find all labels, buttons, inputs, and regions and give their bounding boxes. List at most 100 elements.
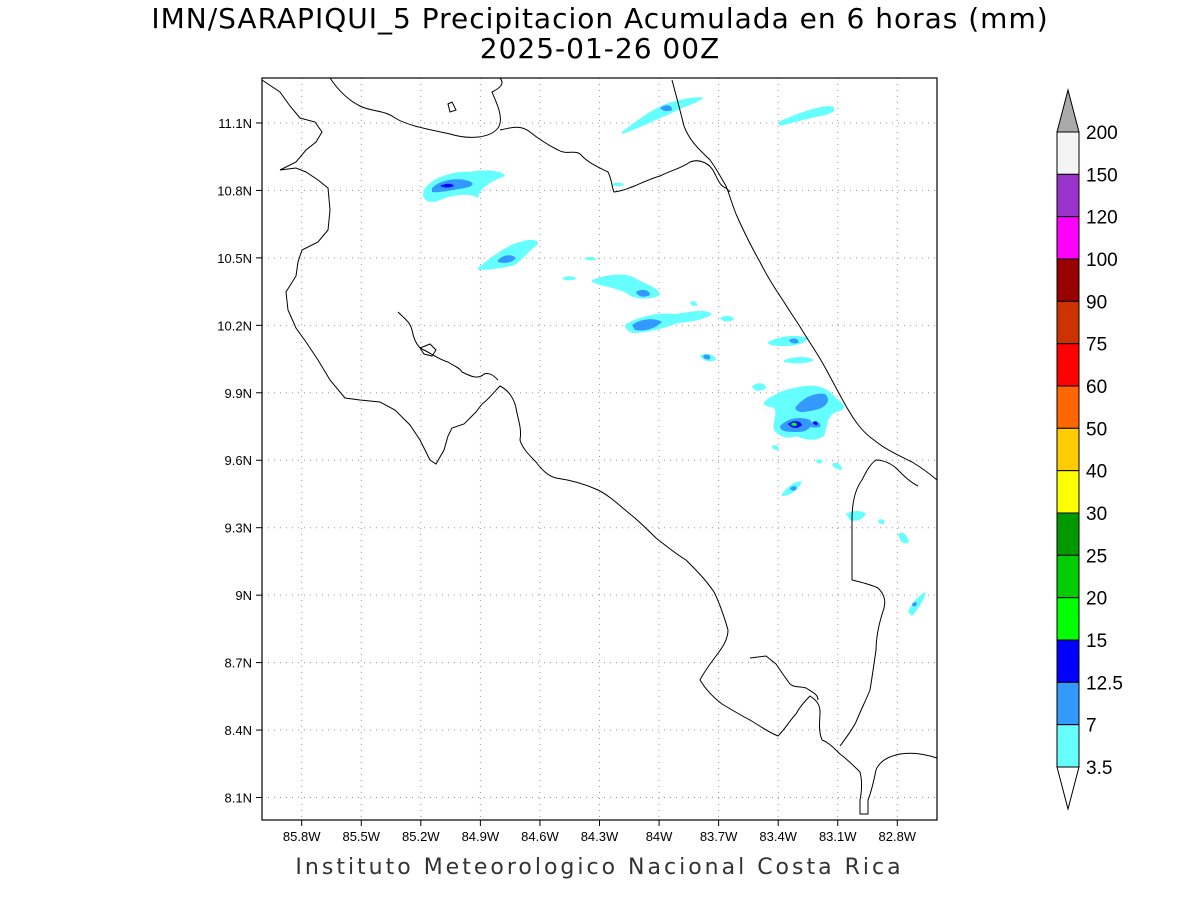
precip-cell bbox=[784, 357, 814, 364]
legend-swatch bbox=[1056, 512, 1080, 556]
precip-cell bbox=[612, 182, 624, 187]
nicaragua-border-north bbox=[499, 126, 731, 193]
legend-swatch bbox=[1056, 343, 1080, 387]
precip-cell bbox=[622, 97, 704, 134]
legend-swatch bbox=[1056, 681, 1080, 726]
legend-level-label: 50 bbox=[1086, 419, 1107, 440]
y-tick-label: 10.8N bbox=[217, 183, 252, 198]
legend-level-label: 120 bbox=[1086, 208, 1118, 229]
y-tick-label: 8.7N bbox=[225, 656, 252, 671]
legend-swatch bbox=[1056, 216, 1080, 260]
precip-cell bbox=[816, 459, 823, 464]
y-tick-label: 11.1N bbox=[218, 116, 252, 131]
legend-swatch bbox=[1056, 639, 1080, 683]
y-tick-label: 8.1N bbox=[225, 791, 252, 806]
precip-core bbox=[795, 393, 829, 412]
legend-level-label: 200 bbox=[1086, 123, 1118, 144]
precip-core bbox=[789, 338, 799, 344]
legend-swatch bbox=[1056, 427, 1080, 472]
legend-level-label: 25 bbox=[1086, 546, 1107, 567]
x-tick-label: 85.8W bbox=[283, 829, 321, 844]
golfo-dulce-coast bbox=[821, 739, 938, 815]
san-juan-border bbox=[261, 79, 483, 465]
x-tick-label: 84.3W bbox=[581, 829, 619, 844]
x-tick-label: 84W bbox=[646, 829, 673, 844]
color-legend: 200 150 120 100 90 75 60 50 40 30 25 20 15 12.5 7 3.5 bbox=[1056, 88, 1123, 811]
precip-cell bbox=[772, 445, 779, 450]
legend-swatch bbox=[1056, 554, 1080, 599]
legend-level-label: 100 bbox=[1086, 250, 1118, 271]
x-tick-label: 82.8W bbox=[879, 829, 917, 844]
bocas-lake bbox=[447, 101, 457, 113]
legend-level-label: 90 bbox=[1086, 292, 1107, 313]
precip-cell bbox=[778, 106, 835, 126]
precip-peak-high bbox=[791, 422, 797, 427]
precip-cell bbox=[908, 592, 926, 616]
y-tick-label: 10.2N bbox=[217, 318, 252, 333]
legend-level-label: 3.5 bbox=[1086, 758, 1112, 779]
x-tick-label: 84.9W bbox=[462, 829, 500, 844]
precip-cell bbox=[898, 532, 909, 544]
precipitation-fields bbox=[423, 97, 926, 616]
nicoya-gulf-island bbox=[419, 343, 437, 357]
legend-level-label: 30 bbox=[1086, 504, 1107, 525]
legend-over-arrow bbox=[1056, 88, 1080, 133]
y-tick-label: 9.6N bbox=[225, 453, 252, 468]
legend-level-label: 15 bbox=[1086, 631, 1107, 652]
burica-border bbox=[839, 579, 886, 747]
legend-swatch bbox=[1056, 724, 1080, 768]
precip-peak bbox=[440, 183, 454, 188]
precip-core bbox=[636, 289, 650, 297]
map-datetime: 2025-01-26 00Z bbox=[479, 32, 721, 65]
precip-core bbox=[660, 105, 672, 112]
precip-cell bbox=[690, 301, 698, 306]
precip-core bbox=[498, 255, 516, 263]
credit-text: Instituto Meteorologico Nacional Costa R… bbox=[295, 855, 904, 880]
osa-peninsula bbox=[749, 655, 819, 701]
legend-level-label: 40 bbox=[1086, 462, 1107, 483]
legend-swatch bbox=[1056, 131, 1080, 175]
precip-core bbox=[703, 354, 711, 360]
precip-peak bbox=[813, 421, 818, 425]
x-tick-label: 83.1W bbox=[819, 829, 857, 844]
legend-level-label: 150 bbox=[1086, 165, 1118, 186]
pacific-coast-nicoya bbox=[397, 311, 499, 381]
precip-cell bbox=[832, 462, 842, 470]
x-tick-label: 83.7W bbox=[700, 829, 738, 844]
y-tick-label: 10.5N bbox=[217, 251, 252, 266]
precip-cell bbox=[846, 511, 866, 521]
coastlines-borders bbox=[261, 77, 938, 815]
legend-swatch bbox=[1056, 258, 1080, 302]
precip-cell bbox=[768, 335, 808, 346]
precip-cell bbox=[752, 383, 766, 391]
legend-level-label: 20 bbox=[1086, 589, 1107, 610]
legend-swatch bbox=[1056, 385, 1080, 429]
x-tick-label: 85.5W bbox=[342, 829, 380, 844]
axes: 85.8W 85.5W 85.2W 84.9W 84.6W 84.3W 84W 83.7W 83… bbox=[217, 116, 917, 844]
gridlines bbox=[262, 78, 937, 820]
legend-level-label: 75 bbox=[1086, 335, 1107, 356]
x-tick-label: 83.4W bbox=[759, 829, 797, 844]
legend-level-label: 12.5 bbox=[1086, 673, 1123, 694]
precip-cell bbox=[478, 239, 539, 270]
y-tick-label: 9.9N bbox=[225, 386, 252, 401]
precip-core bbox=[912, 602, 917, 607]
legend-swatch bbox=[1056, 300, 1080, 345]
y-tick-label: 9.3N bbox=[225, 521, 252, 536]
precip-cell bbox=[763, 385, 844, 440]
x-tick-label: 84.6W bbox=[521, 829, 559, 844]
legend-level-label: 7 bbox=[1086, 716, 1097, 737]
caribbean-coast-cr bbox=[671, 79, 938, 481]
pacific-coast-central bbox=[481, 385, 823, 741]
precip-cell bbox=[584, 256, 596, 261]
precip-cell bbox=[720, 315, 734, 322]
legend-swatch bbox=[1056, 597, 1080, 641]
precip-cell bbox=[878, 519, 885, 524]
legend-under-arrow bbox=[1056, 766, 1080, 811]
y-tick-label: 9N bbox=[235, 588, 252, 603]
x-tick-label: 85.2W bbox=[402, 829, 440, 844]
legend-swatch bbox=[1056, 470, 1080, 514]
precip-cell bbox=[562, 276, 576, 281]
precip-core bbox=[632, 319, 662, 331]
